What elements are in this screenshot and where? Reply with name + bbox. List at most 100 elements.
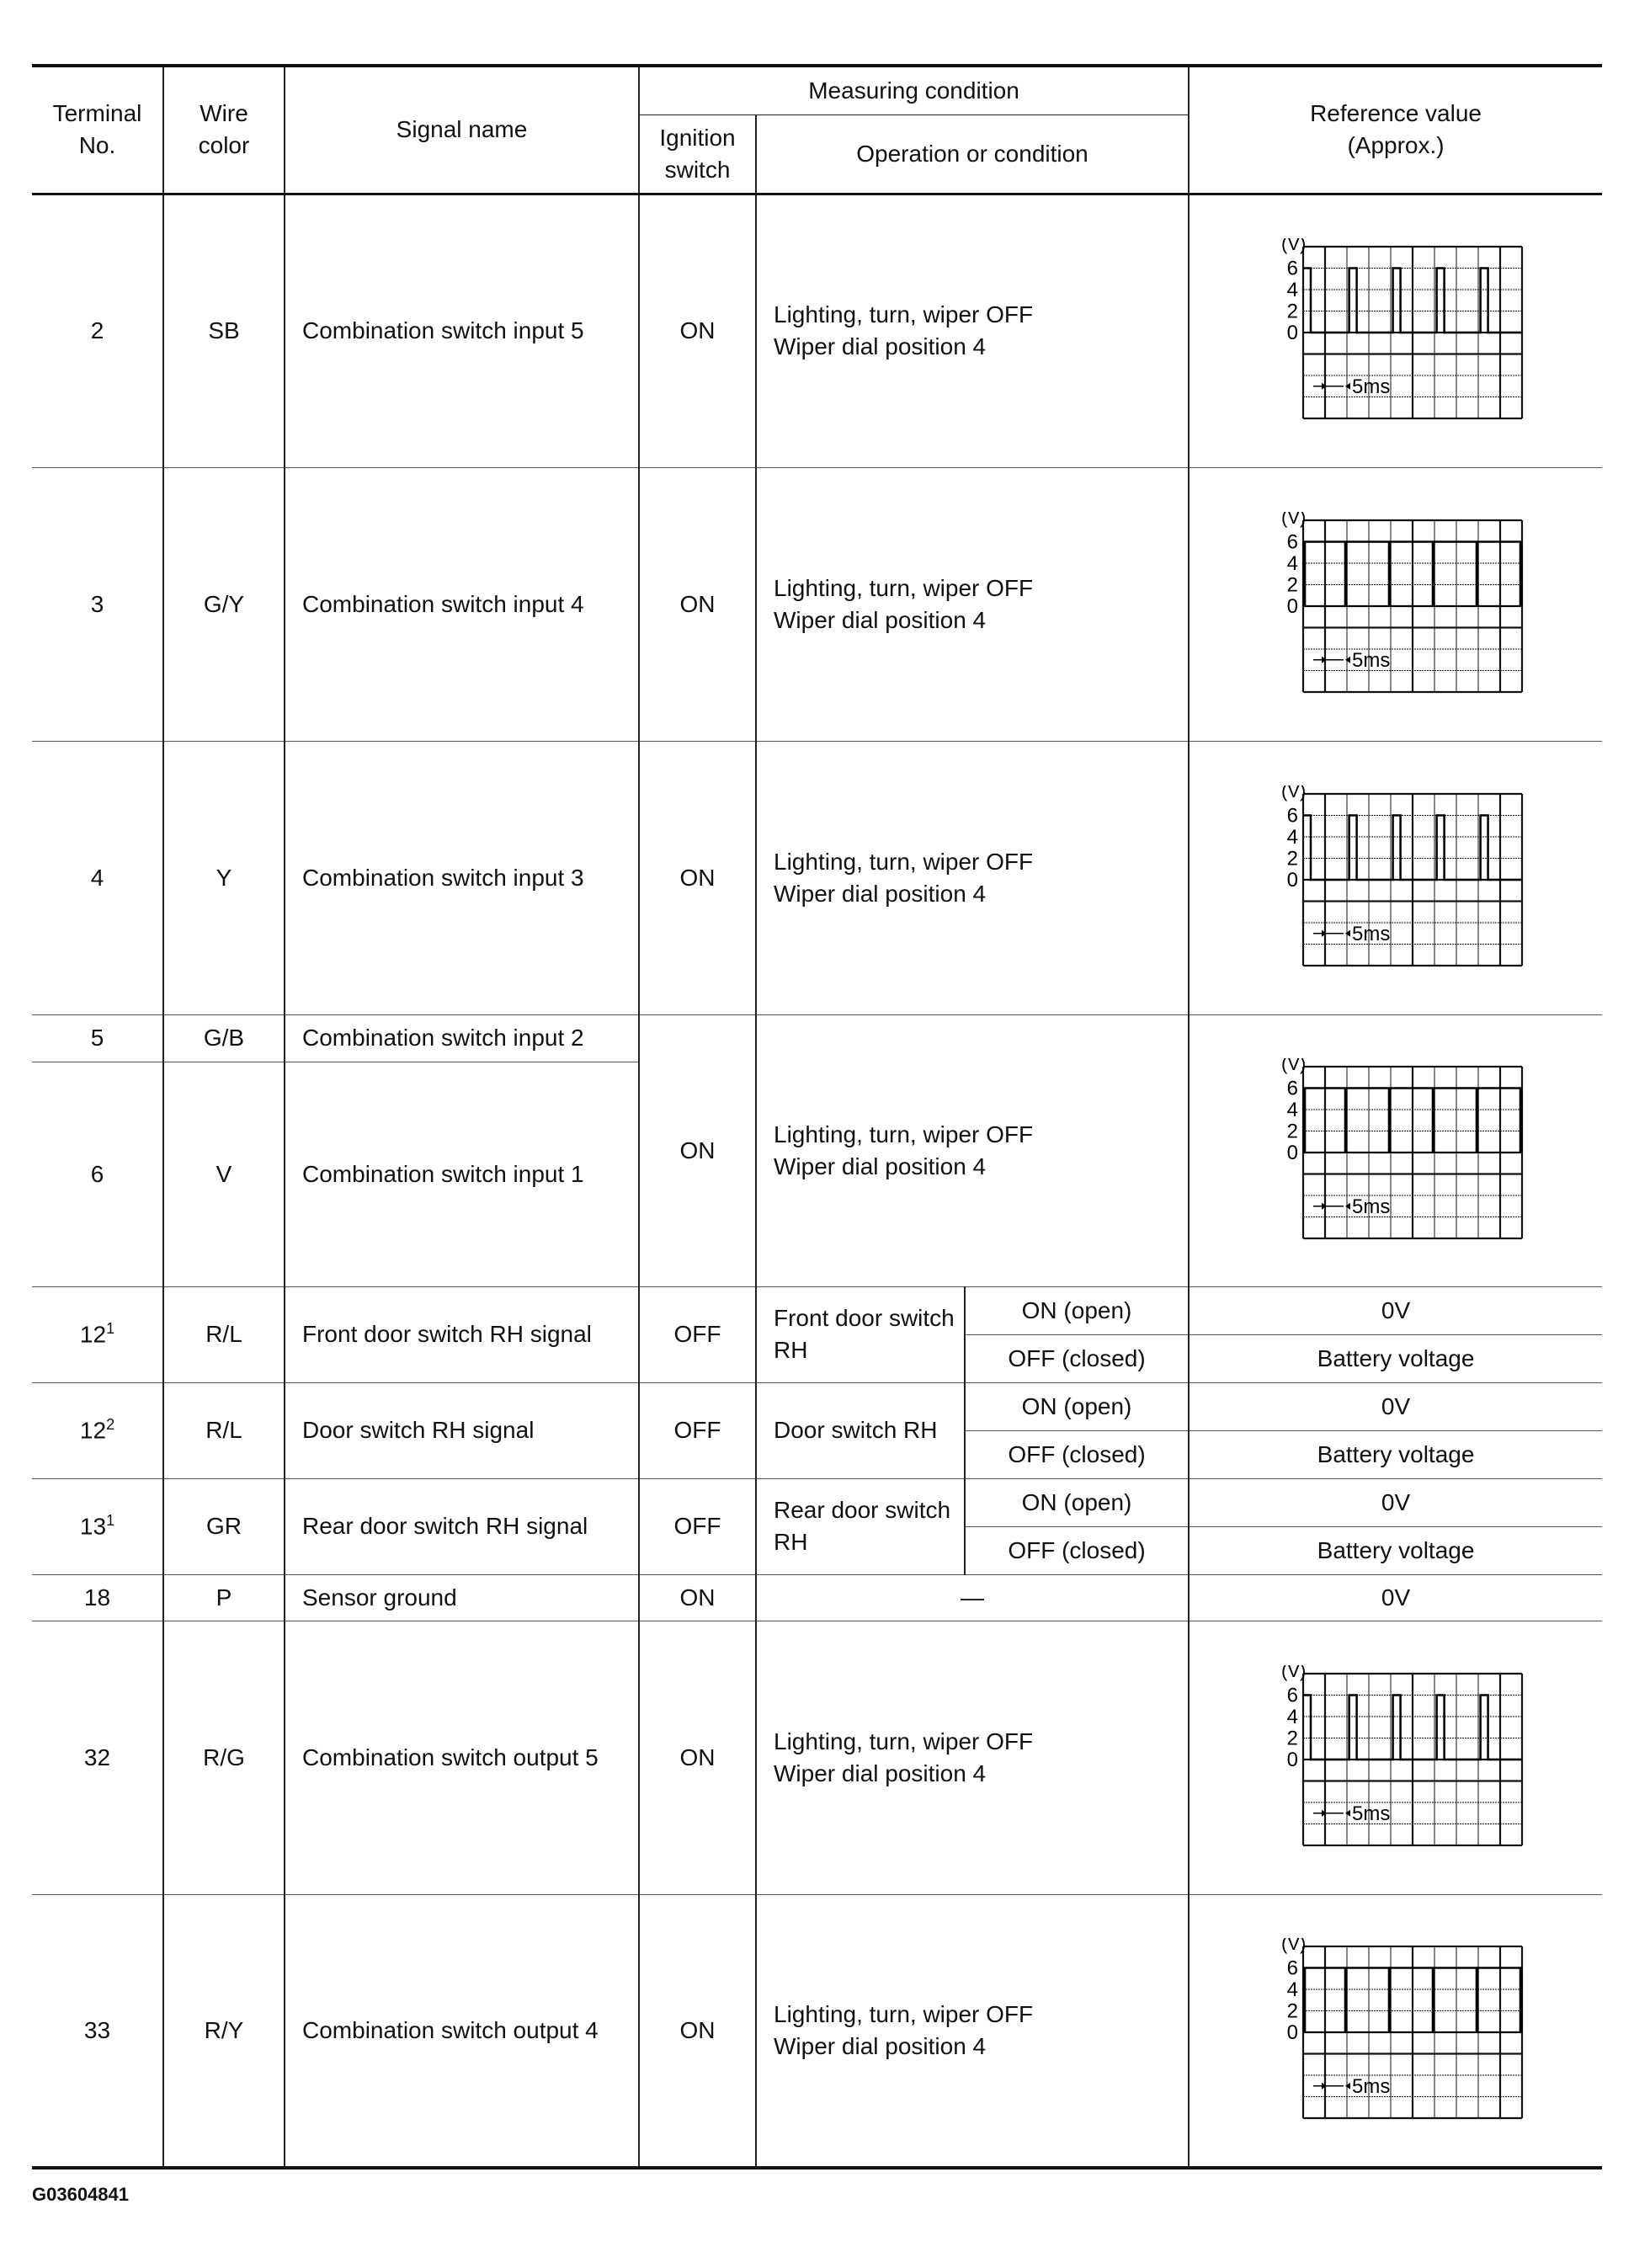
y-tick-label: 4 — [1287, 826, 1298, 849]
reference-waveform: (V) 6 4 2 0 5ms — [1188, 466, 1603, 742]
reference-value: Battery voltage — [1188, 1429, 1603, 1479]
switch-state: ON (open) — [963, 1382, 1190, 1431]
table-row: 18 P Sensor ground ON —0V — [32, 1573, 1603, 1621]
signal-name: Combination switch output 4 — [284, 1893, 640, 2170]
condition-line: Wiper dial position 4 — [774, 2032, 987, 2059]
signal-name: Combination switch input 2 — [284, 1014, 640, 1062]
ignition-switch: OFF — [638, 1477, 757, 1575]
header-terminal-no: Terminal No. — [32, 64, 164, 195]
y-tick-label: 6 — [1287, 258, 1298, 280]
signal-trace — [1303, 267, 1523, 334]
reference-waveform: (V) 6 4 2 0 5ms — [1188, 1014, 1603, 1287]
footnote-marker: 1 — [106, 1511, 115, 1529]
unit-label: (V) — [1281, 1665, 1306, 1681]
y-tick-label: 4 — [1287, 552, 1298, 575]
table-row: 121 R/L Front door switch RH signal OFF Fron… — [32, 1286, 1603, 1383]
table-row: 32 R/G Combination switch output 5 ON Lighti… — [32, 1620, 1603, 1895]
y-tick-label: 6 — [1287, 1684, 1298, 1706]
y-tick-label: 6 — [1287, 804, 1298, 827]
reference-value: Battery voltage — [1188, 1334, 1603, 1383]
unit-label: (V) — [1281, 238, 1306, 254]
terminal-no: 122 — [32, 1382, 164, 1479]
condition-line: Lighting, turn, wiper OFF — [774, 1728, 1034, 1754]
condition-line: Wiper dial position 4 — [774, 880, 987, 907]
operation-condition: — — [754, 1573, 1190, 1621]
switch-state: OFF (closed) — [965, 1525, 1190, 1575]
signal-name: Sensor ground — [284, 1573, 640, 1621]
table-row: 122 R/L Door switch RH signal OFF Door switc… — [32, 1382, 1603, 1479]
wire-color: V — [162, 1061, 285, 1287]
switch-state: OFF (closed) — [965, 1334, 1190, 1383]
table-row: 3 G/Y Combination switch input 4 ON Lighting… — [32, 466, 1603, 742]
terminal-no: 32 — [32, 1620, 164, 1895]
signal-trace — [1303, 813, 1523, 881]
operation-condition: Lighting, turn, wiper OFF Wiper dial posi… — [754, 740, 1190, 1015]
ignition-switch: ON — [638, 1893, 757, 2170]
signal-name: Combination switch output 5 — [284, 1620, 640, 1895]
header-operation-condition: Operation or condition — [754, 114, 1190, 195]
wire-color: R/Y — [162, 1893, 285, 2170]
reference-value: 0V — [1188, 1573, 1603, 1621]
condition-line: Wiper dial position 4 — [774, 606, 987, 633]
reference-value: 0V — [1188, 1286, 1603, 1335]
y-tick-label: 2 — [1287, 847, 1298, 870]
y-tick-label: 0 — [1287, 595, 1298, 618]
signal-name: Combination switch input 5 — [284, 193, 640, 468]
condition-line: Lighting, turn, wiper OFF — [774, 2000, 1034, 2027]
y-tick-label: 6 — [1287, 530, 1298, 553]
y-tick-label: 6 — [1287, 1077, 1298, 1099]
y-tick-label: 4 — [1287, 1978, 1298, 2001]
operation-condition: Lighting, turn, wiper OFF Wiper dial posi… — [754, 193, 1190, 468]
condition-line: Lighting, turn, wiper OFF — [774, 1121, 1034, 1147]
timebase-label: 5ms — [1352, 648, 1390, 671]
signal-name: Door switch RH signal — [284, 1382, 640, 1479]
timebase-label: 5ms — [1352, 1802, 1390, 1824]
table-row: 33 R/Y Combination switch output 4 ON Lighti… — [32, 1893, 1603, 2170]
y-tick-label: 4 — [1287, 279, 1298, 301]
y-tick-label: 2 — [1287, 1727, 1298, 1749]
ignition-switch: ON — [638, 740, 757, 1015]
condition-line: Wiper dial position 4 — [774, 1153, 987, 1179]
terminal-no: 3 — [32, 466, 164, 742]
header-wire-color: Wire color — [162, 64, 285, 195]
y-tick-label: 4 — [1287, 1099, 1298, 1121]
switch-state: ON (open) — [963, 1286, 1190, 1335]
operation-condition: Front door switch RH — [755, 1286, 966, 1383]
ignition-switch: ON — [638, 1573, 757, 1621]
ignition-switch: ON — [638, 1014, 757, 1287]
signal-name: Front door switch RH signal — [284, 1286, 640, 1383]
signal-name: Combination switch input 1 — [284, 1061, 639, 1287]
y-tick-label: 2 — [1287, 1120, 1298, 1142]
terminal-no: 4 — [32, 740, 164, 1015]
terminal-no: 121 — [32, 1286, 164, 1383]
wire-color: G/Y — [162, 466, 285, 742]
table-row: 4 Y Combination switch input 3 ON Lighting, … — [32, 740, 1603, 1015]
timebase-label: 5ms — [1352, 922, 1390, 945]
reference-waveform: (V) 6 4 2 0 5ms — [1188, 740, 1603, 1015]
footnote-marker: 2 — [106, 1415, 115, 1433]
signal-name: Rear door switch RH signal — [284, 1477, 640, 1575]
y-tick-label: 0 — [1287, 322, 1298, 344]
y-tick-label: 0 — [1287, 869, 1298, 892]
wire-color: GR — [162, 1477, 285, 1575]
timebase-label: 5ms — [1352, 375, 1390, 398]
signal-name: Combination switch input 3 — [284, 740, 640, 1015]
ignition-switch: ON — [638, 193, 757, 468]
wire-color: R/L — [162, 1286, 285, 1383]
footnote-marker: 1 — [106, 1319, 115, 1337]
signal-name: Combination switch input 4 — [284, 466, 640, 742]
unit-label: (V) — [1281, 1938, 1306, 1954]
ignition-switch: OFF — [638, 1382, 757, 1479]
unit-label: (V) — [1281, 785, 1306, 801]
timebase-label: 5ms — [1352, 1195, 1390, 1217]
condition-line: Lighting, turn, wiper OFF — [774, 574, 1034, 601]
table-row: OFF (closed) Battery voltage — [32, 1525, 1603, 1575]
condition-line: Wiper dial position 4 — [774, 333, 987, 359]
ignition-switch: ON — [638, 1620, 757, 1895]
operation-condition: Lighting, turn, wiper OFF Wiper dial posi… — [754, 1620, 1190, 1895]
